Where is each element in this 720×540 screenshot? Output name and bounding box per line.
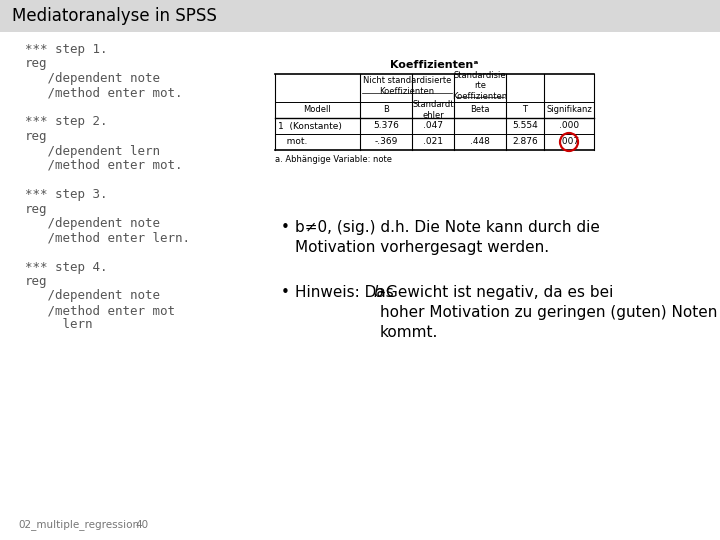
Text: *** step 2.: *** step 2. [25, 116, 107, 129]
Text: *** step 4.: *** step 4. [25, 260, 107, 273]
Text: 40: 40 [135, 520, 148, 530]
Text: Standardt
ehler: Standardt ehler [413, 100, 454, 120]
Text: Hinweis: Das: Hinweis: Das [295, 285, 399, 300]
Text: T: T [523, 105, 528, 114]
Text: -.369: -.369 [374, 138, 397, 146]
Text: a. Abhängige Variable: note: a. Abhängige Variable: note [275, 155, 392, 164]
Text: Mediatoranalyse in SPSS: Mediatoranalyse in SPSS [12, 7, 217, 25]
Text: b≠0, (sig.) d.h. Die Note kann durch die
Motivation vorhergesagt werden.: b≠0, (sig.) d.h. Die Note kann durch die… [295, 220, 600, 255]
Text: .007: .007 [559, 138, 579, 146]
Text: *** step 3.: *** step 3. [25, 188, 107, 201]
Text: Signifikanz: Signifikanz [546, 105, 592, 114]
Text: B: B [383, 105, 389, 114]
Text: reg: reg [25, 130, 48, 143]
Text: •: • [281, 285, 290, 300]
Text: 1  (Konstante): 1 (Konstante) [278, 122, 342, 131]
Text: b: b [373, 285, 382, 300]
Text: /method enter mot.: /method enter mot. [25, 86, 182, 99]
Text: 02_multiple_regression: 02_multiple_regression [18, 519, 139, 530]
Text: 2.876: 2.876 [512, 138, 538, 146]
Text: .047: .047 [423, 122, 443, 131]
Text: /method enter mot.: /method enter mot. [25, 159, 182, 172]
Text: /dependent lern: /dependent lern [25, 145, 160, 158]
Text: /dependent note: /dependent note [25, 217, 160, 230]
Text: Beta: Beta [470, 105, 490, 114]
Text: reg: reg [25, 275, 48, 288]
Text: Standardisie
rte
Koeffizienten: Standardisie rte Koeffizienten [452, 71, 508, 101]
Text: /dependent note: /dependent note [25, 289, 160, 302]
Text: Koeffizientenᵃ: Koeffizientenᵃ [390, 60, 479, 70]
Text: /dependent note: /dependent note [25, 72, 160, 85]
Text: .448: .448 [470, 138, 490, 146]
Text: .000: .000 [559, 122, 579, 131]
Text: Modell: Modell [304, 105, 331, 114]
Text: lern: lern [25, 319, 92, 332]
Text: 5.376: 5.376 [373, 122, 399, 131]
Text: reg: reg [25, 57, 48, 71]
Text: *** step 1.: *** step 1. [25, 43, 107, 56]
Text: /method enter mot: /method enter mot [25, 304, 175, 317]
FancyBboxPatch shape [0, 0, 720, 32]
Text: •: • [281, 220, 290, 235]
Text: /method enter lern.: /method enter lern. [25, 232, 190, 245]
Text: mot.: mot. [278, 138, 307, 146]
Text: Nicht standardisierte
Koeffizienten: Nicht standardisierte Koeffizienten [363, 76, 451, 96]
Text: .021: .021 [423, 138, 443, 146]
Text: 5.554: 5.554 [512, 122, 538, 131]
Text: reg: reg [25, 202, 48, 215]
Text: -Gewicht ist negativ, da es bei
hoher Motivation zu geringen (guten) Noten
kommt: -Gewicht ist negativ, da es bei hoher Mo… [380, 285, 717, 340]
